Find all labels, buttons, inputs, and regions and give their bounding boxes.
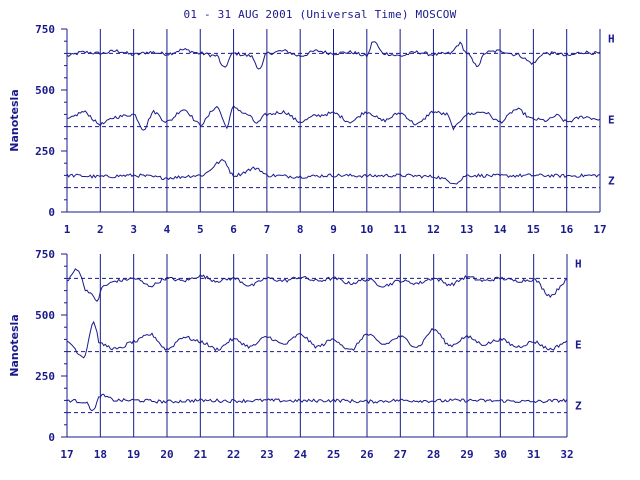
x-tick-label: 11 <box>394 223 408 236</box>
x-tick-label: 27 <box>394 448 407 461</box>
x-tick-label: 14 <box>493 223 507 236</box>
series-label-z: Z <box>608 175 615 188</box>
x-tick-label: 13 <box>460 223 473 236</box>
y-tick-label: 500 <box>35 309 55 322</box>
series-line-h <box>66 268 568 302</box>
x-tick-label: 31 <box>527 448 541 461</box>
x-tick-label: 18 <box>94 448 107 461</box>
x-tick-label: 20 <box>160 448 173 461</box>
x-tick-label: 23 <box>260 448 273 461</box>
x-tick-label: 25 <box>327 448 340 461</box>
x-tick-label: 4 <box>164 223 171 236</box>
y-tick-label: 750 <box>35 23 55 36</box>
y-tick-label: 250 <box>35 370 55 383</box>
x-tick-label: 17 <box>593 223 606 236</box>
x-tick-label: 17 <box>60 448 73 461</box>
series-line-h <box>66 41 601 70</box>
x-tick-label: 19 <box>127 448 140 461</box>
series-label-z: Z <box>575 400 582 413</box>
x-tick-label: 15 <box>527 223 540 236</box>
series-label-h: H <box>575 257 582 270</box>
x-tick-label: 16 <box>560 223 574 236</box>
x-tick-label: 3 <box>130 223 137 236</box>
series-line-e <box>67 104 601 131</box>
x-tick-label: 26 <box>360 448 374 461</box>
series-line-z <box>66 393 568 412</box>
x-tick-label: 9 <box>330 223 337 236</box>
x-tick-label: 12 <box>427 223 440 236</box>
y-tick-label: 0 <box>48 206 55 219</box>
series-line-e <box>66 320 568 359</box>
series-label-e: E <box>608 114 615 127</box>
x-tick-label: 28 <box>427 448 440 461</box>
y-tick-label: 250 <box>35 145 55 158</box>
x-tick-label: 1 <box>64 223 71 236</box>
x-tick-label: 30 <box>494 448 507 461</box>
y-tick-label: 0 <box>48 431 55 444</box>
chart-title: 01 - 31 AUG 2001 (Universal Time) MOSCOW <box>183 8 457 21</box>
x-tick-label: 5 <box>197 223 204 236</box>
y-axis-label: Nanotesla <box>8 314 21 376</box>
x-tick-label: 8 <box>297 223 304 236</box>
x-tick-label: 29 <box>460 448 473 461</box>
series-line-z <box>66 158 601 185</box>
x-tick-label: 32 <box>560 448 573 461</box>
y-axis-label: Nanotesla <box>8 89 21 151</box>
x-tick-label: 7 <box>264 223 271 236</box>
x-tick-label: 2 <box>97 223 104 236</box>
x-tick-label: 21 <box>194 448 208 461</box>
y-tick-label: 750 <box>35 248 55 261</box>
y-tick-label: 500 <box>35 84 55 97</box>
series-label-h: H <box>608 32 615 45</box>
x-tick-label: 22 <box>227 448 240 461</box>
x-tick-label: 6 <box>230 223 237 236</box>
x-tick-label: 24 <box>294 448 308 461</box>
series-label-e: E <box>575 339 582 352</box>
x-tick-label: 10 <box>360 223 373 236</box>
